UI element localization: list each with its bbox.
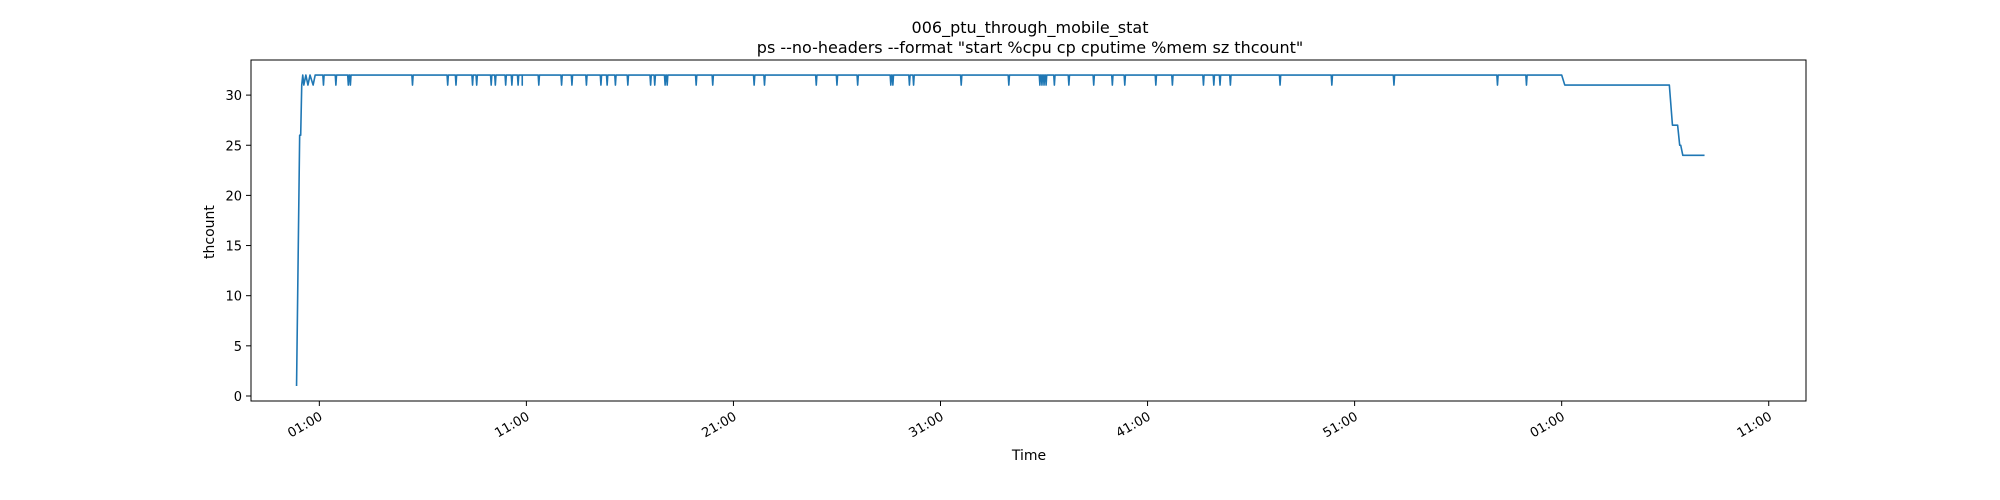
x-tick-label: 01:00: [285, 409, 325, 441]
y-axis-label: thcount: [202, 205, 218, 259]
chart-subtitle: ps --no-headers --format "start %cpu cp …: [757, 38, 1303, 57]
y-axis: 0 5 10 15 20 25 30: [225, 89, 251, 405]
x-tick-label: 01:00: [1528, 409, 1568, 441]
x-axis-label: Time: [1011, 448, 1046, 464]
x-tick-label: 21:00: [699, 409, 739, 441]
y-tick-label: 30: [225, 89, 242, 104]
chart-title: 006_ptu_through_mobile_stat: [912, 18, 1149, 38]
series-group: [295, 74, 1705, 386]
y-tick-label: 15: [225, 240, 242, 255]
x-axis: 01:00 11:00 21:00 31:00 41:00 51:00 01:00 11:00: [285, 401, 1775, 441]
series-line-thcount: [295, 74, 1705, 386]
y-tick-label: 5: [234, 340, 242, 355]
y-tick-label: 0: [234, 390, 242, 405]
x-tick-label: 11:00: [1735, 409, 1775, 441]
x-tick-label: 31:00: [907, 409, 947, 441]
x-tick-label: 41:00: [1114, 409, 1154, 441]
plot-area-frame: [250, 59, 1807, 402]
y-tick-label: 10: [225, 290, 242, 305]
x-tick-label: 11:00: [492, 409, 532, 441]
y-tick-label: 20: [225, 189, 242, 204]
x-tick-label: 51:00: [1321, 409, 1361, 441]
y-tick-label: 25: [225, 139, 242, 154]
